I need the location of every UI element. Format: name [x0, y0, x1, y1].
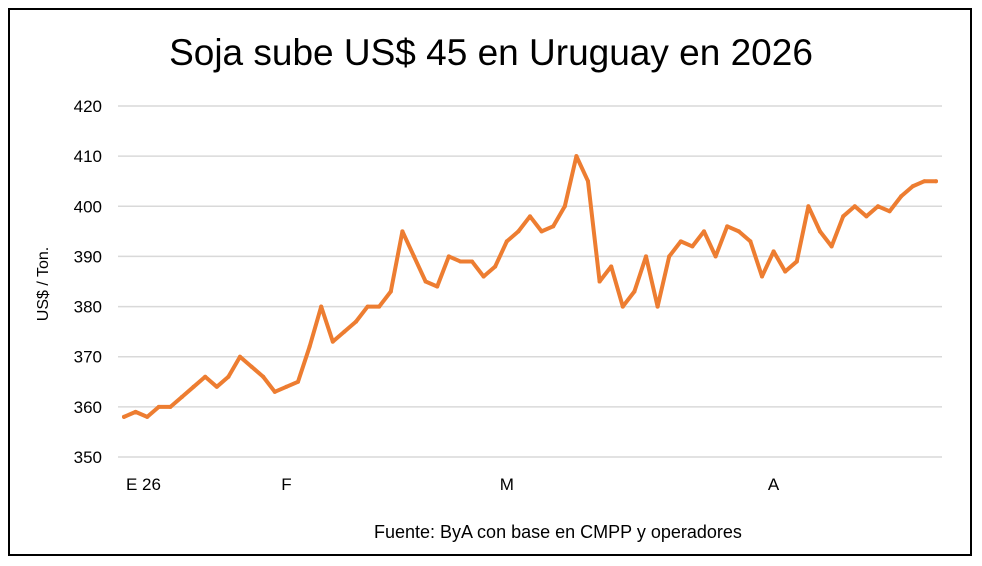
data-point	[562, 204, 567, 209]
data-point	[470, 259, 474, 264]
data-point	[516, 229, 521, 234]
data-point	[771, 249, 776, 254]
data-point	[597, 279, 602, 284]
data-point	[261, 374, 266, 379]
data-point	[910, 184, 915, 189]
x-tick-label: M	[500, 475, 514, 494]
data-point	[702, 229, 706, 234]
y-tick-label: 360	[74, 398, 102, 417]
data-point	[493, 264, 498, 269]
y-tick-label: 390	[74, 247, 102, 266]
data-point	[876, 204, 880, 209]
data-point	[307, 344, 312, 349]
data-point	[690, 244, 695, 249]
data-point	[922, 179, 927, 184]
data-point	[504, 239, 509, 244]
x-tick-label: F	[281, 475, 291, 494]
data-point	[574, 154, 579, 159]
data-point	[725, 224, 730, 229]
data-point	[667, 254, 672, 259]
data-point	[412, 254, 416, 259]
data-point	[586, 179, 590, 184]
data-point	[400, 229, 405, 234]
data-point	[539, 229, 544, 234]
data-point	[481, 274, 486, 279]
data-point	[203, 374, 208, 379]
data-point	[528, 214, 532, 219]
data-point	[632, 289, 637, 294]
data-point	[841, 214, 846, 219]
data-point	[249, 364, 254, 369]
data-point	[655, 304, 660, 309]
data-point	[829, 244, 834, 249]
data-point	[852, 204, 857, 209]
data-point	[818, 229, 822, 234]
data-point	[899, 194, 904, 199]
data-point	[388, 289, 393, 294]
data-point	[609, 264, 614, 269]
data-point	[284, 384, 289, 389]
data-point	[760, 274, 764, 279]
y-tick-label: 370	[74, 348, 102, 367]
data-point	[296, 379, 300, 384]
data-point	[446, 254, 451, 259]
chart-frame	[8, 8, 972, 556]
data-point	[365, 304, 370, 309]
data-point	[783, 269, 788, 274]
data-point	[214, 384, 219, 389]
data-point	[887, 209, 892, 214]
data-point	[319, 304, 324, 309]
data-point	[122, 414, 126, 419]
y-tick-label: 400	[74, 197, 102, 216]
data-point	[934, 179, 938, 184]
y-tick-label: 380	[74, 298, 102, 317]
data-point	[342, 329, 347, 334]
data-point	[678, 239, 683, 244]
data-point	[168, 404, 173, 409]
y-tick-label: 350	[74, 448, 102, 467]
data-point	[620, 304, 625, 309]
data-point	[238, 354, 242, 359]
x-tick-label: E 26	[126, 475, 161, 494]
x-tick-label: A	[768, 475, 780, 494]
data-point	[435, 284, 440, 289]
data-point	[644, 254, 648, 259]
data-point	[226, 374, 231, 379]
data-point	[423, 279, 428, 284]
data-point	[864, 214, 869, 219]
data-point	[354, 319, 358, 324]
data-point	[272, 389, 277, 394]
y-tick-label: 420	[74, 97, 102, 116]
data-point	[794, 259, 799, 264]
data-point	[377, 304, 382, 309]
y-tick-label: 410	[74, 147, 102, 166]
chart-title: Soja sube US$ 45 en Uruguay en 2026	[169, 32, 813, 73]
source-note: Fuente: ByA con base en CMPP y operadore…	[374, 522, 742, 542]
data-point	[713, 254, 718, 259]
data-point	[806, 204, 811, 209]
data-point	[156, 404, 161, 409]
data-point	[145, 414, 150, 419]
data-point	[748, 239, 753, 244]
data-point	[458, 259, 463, 264]
data-point	[330, 339, 335, 344]
data-point	[133, 409, 138, 414]
data-point	[736, 229, 741, 234]
data-point	[180, 394, 184, 399]
data-point	[191, 384, 196, 389]
series-line	[122, 154, 938, 419]
data-point	[551, 224, 556, 229]
